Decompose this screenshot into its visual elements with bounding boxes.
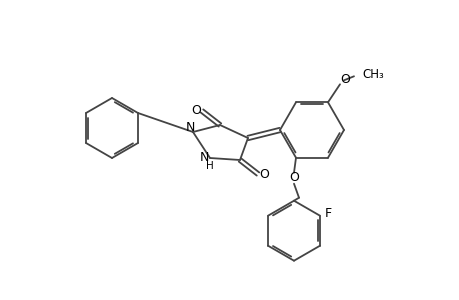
Text: F: F [324, 207, 331, 220]
Text: O: O [258, 169, 269, 182]
Text: N: N [199, 151, 208, 164]
Text: O: O [190, 103, 201, 116]
Text: H: H [206, 161, 213, 171]
Text: CH₃: CH₃ [361, 68, 383, 81]
Text: O: O [288, 171, 298, 184]
Text: O: O [339, 73, 349, 86]
Text: N: N [185, 121, 194, 134]
